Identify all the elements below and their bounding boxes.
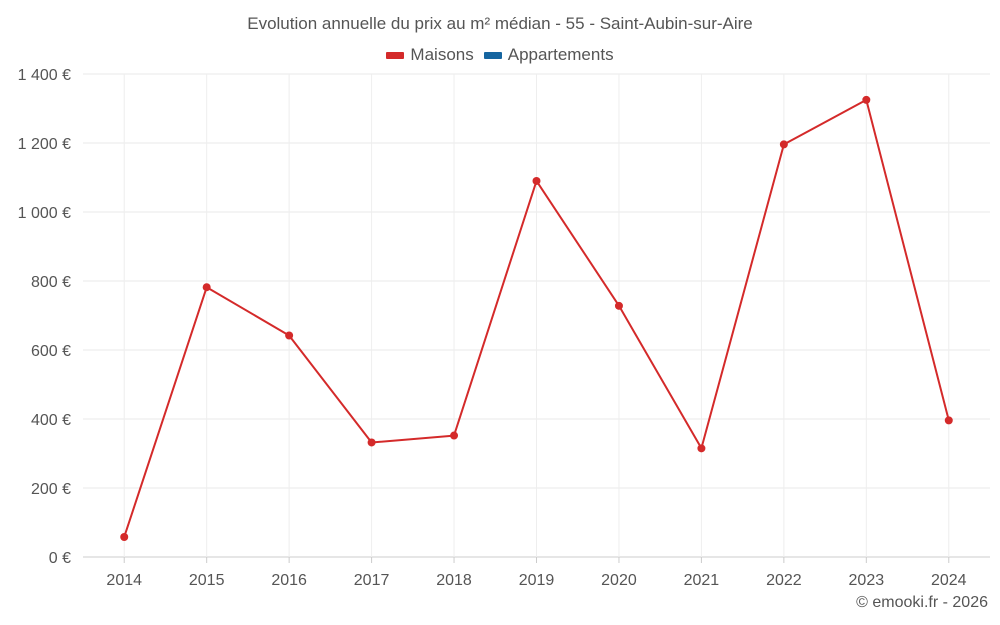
credit-text: © emooki.fr - 2026 [856,594,988,611]
data-point [120,532,129,541]
x-tick-label: 2014 [106,572,142,589]
data-point [697,444,706,453]
x-tick-label: 2024 [931,572,967,589]
data-point [202,283,211,292]
x-tick-label: 2015 [189,572,225,589]
x-tick-label: 2022 [766,572,802,589]
legend: Maisons Appartements [0,45,1000,65]
data-point [862,95,871,104]
y-tick-label: 1 000 € [18,205,71,222]
y-tick-label: 200 € [31,481,71,498]
legend-item-maisons[interactable]: Maisons [386,45,474,65]
x-tick-label: 2017 [354,572,390,589]
chart-title: Evolution annuelle du prix au m² médian … [247,14,753,33]
legend-label-appartements: Appartements [507,45,614,64]
y-tick-label: 1 200 € [18,136,71,153]
data-point [285,331,294,340]
x-tick-label: 2020 [601,572,637,589]
y-tick-label: 800 € [31,274,71,291]
x-tick-label: 2019 [519,572,555,589]
legend-item-appartements[interactable]: Appartements [483,45,614,65]
x-tick-label: 2018 [436,572,472,589]
y-tick-label: 600 € [31,343,71,360]
data-point [779,140,788,149]
y-tick-label: 1 400 € [18,67,71,84]
legend-swatch-appartements [483,51,502,59]
data-point [614,301,623,310]
data-point [532,176,541,185]
data-point [944,416,953,425]
data-point [450,431,459,440]
legend-swatch-maisons [386,51,405,59]
x-tick-label: 2023 [849,572,885,589]
y-tick-label: 400 € [31,412,71,429]
data-point [367,438,376,447]
x-tick-label: 2016 [271,572,307,589]
x-tick-label: 2021 [684,572,720,589]
legend-label-maisons: Maisons [410,45,474,64]
y-tick-label: 0 € [49,550,71,567]
